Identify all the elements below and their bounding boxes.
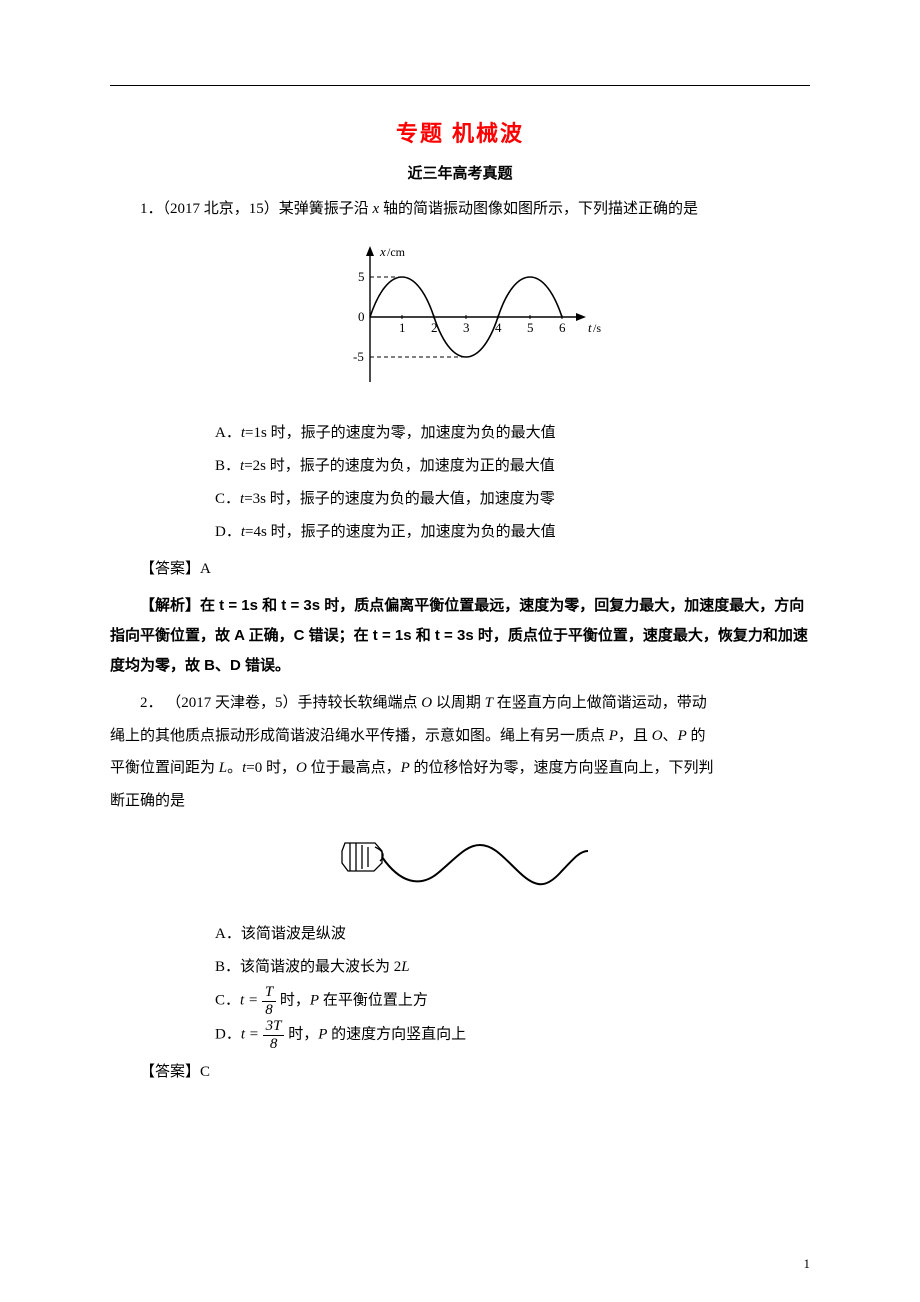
eq-sign: = (244, 992, 262, 1008)
q2-c-frac: T8 (262, 984, 276, 1018)
opt-b-pre: B． (215, 458, 240, 474)
xtick-2: 2 (431, 320, 438, 335)
x-axis-label: t (588, 320, 592, 335)
q2-c-den: 8 (262, 1002, 276, 1019)
q2-d-mid: 时， (284, 1026, 318, 1042)
q2-b-L: L (401, 959, 409, 975)
q2-c-post: 在平衡位置上方 (319, 992, 428, 1008)
q2-b-pre: B．该简谐波的最大波长为 2 (215, 959, 401, 975)
page-number: 1 (804, 1256, 811, 1272)
q2-s3-m1: 。 (227, 760, 242, 776)
q2-s3-m2: =0 时， (246, 760, 296, 776)
q2-wave-diagram (320, 823, 600, 903)
q2-s3-P: P (401, 760, 410, 776)
q2-d-num: 3T (263, 1018, 285, 1036)
document-page: 专题 机械波 近三年高考真题 1．（2017 北京，15）某弹簧振子沿 x 轴的… (0, 0, 920, 1302)
q1-option-c: C．t=3s 时，振子的速度为负的最大值，加速度为零 (110, 483, 810, 516)
opt-d-post: =4s 时，振子的速度为正，加速度为负的最大值 (245, 524, 556, 540)
eq-sign-d: = (245, 1026, 263, 1042)
q2-s1-pre: 2． （2017 天津卷，5）手持较长软绳端点 (140, 695, 421, 711)
q1-figure: x /cm t /s 5 0 -5 1 2 3 4 5 6 (110, 232, 810, 407)
opt-a-post: =1s 时，振子的速度为零，加速度为负的最大值 (245, 425, 556, 441)
q2-s2: 绳上的其他质点振动形成简谐波沿绳水平传播，示意如图。绳上有另一质点 (110, 728, 609, 744)
q1-stem-pre: 1．（2017 北京，15）某弹簧振子沿 (140, 201, 373, 217)
opt-c-pre: C． (215, 491, 240, 507)
q1-stem-post: 轴的简谐振动图像如图所示，下列描述正确的是 (379, 201, 698, 217)
q2-d-frac: 3T8 (263, 1018, 285, 1052)
q2-c-pre: C． (215, 992, 240, 1008)
q2-s3-m3: 位于最高点， (307, 760, 401, 776)
top-rule (110, 85, 810, 86)
q1-chart: x /cm t /s 5 0 -5 1 2 3 4 5 6 (310, 232, 610, 402)
q2-stem-line4: 断正确的是 (110, 787, 810, 816)
q2-stem-line2: 绳上的其他质点振动形成简谐波沿绳水平传播，示意如图。绳上有另一质点 P，且 O、… (110, 722, 810, 751)
q1-stem: 1．（2017 北京，15）某弹簧振子沿 x 轴的简谐振动图像如图所示，下列描述… (110, 195, 810, 224)
page-subtitle: 近三年高考真题 (110, 162, 810, 183)
opt-d-pre: D． (215, 524, 241, 540)
q2-s3-pre: 平衡位置间距为 (110, 760, 219, 776)
q2-option-c: C．t = T8 时，P 在平衡位置上方 (110, 984, 810, 1018)
q1-analysis: 【解析】在 t = 1s 和 t = 3s 时，质点偏离平衡位置最远，速度为零，… (110, 591, 810, 681)
q2-s3-post: 的位移恰好为零，速度方向竖直向上，下列判 (410, 760, 714, 776)
q1-answer: 【答案】A (110, 555, 810, 584)
y-axis-unit: /cm (387, 245, 406, 259)
q2-c-P: P (310, 992, 319, 1008)
xtick-3: 3 (463, 320, 470, 335)
ytick-0: 0 (358, 309, 365, 324)
q2-s1-O: O (421, 695, 432, 711)
q2-s2-post: 的 (687, 728, 706, 744)
x-axis-unit: /s (593, 321, 601, 335)
q2-s1-T: T (485, 695, 493, 711)
xtick-1: 1 (399, 320, 406, 335)
q2-option-d: D．t = 3T8 时，P 的速度方向竖直向上 (110, 1018, 810, 1052)
q2-stem-line1: 2． （2017 天津卷，5）手持较长软绳端点 O 以周期 T 在竖直方向上做简… (110, 689, 810, 718)
q2-figure (110, 823, 810, 908)
y-axis-label: x (379, 244, 386, 259)
opt-b-post: =2s 时，振子的速度为负，加速度为正的最大值 (244, 458, 555, 474)
q2-option-b: B．该简谐波的最大波长为 2L (110, 951, 810, 984)
xtick-5: 5 (527, 320, 534, 335)
opt-a-pre: A． (215, 425, 241, 441)
q2-c-mid: 时， (276, 992, 310, 1008)
q2-s3-O: O (296, 760, 307, 776)
ytick-5: 5 (358, 269, 365, 284)
q2-s2-m: ，且 (618, 728, 652, 744)
q2-s2-sep: 、 (663, 728, 678, 744)
q2-d-pre: D． (215, 1026, 241, 1042)
q2-s3-L: L (219, 760, 227, 776)
ytick-n5: -5 (353, 349, 364, 364)
q2-s2-P: P (609, 728, 618, 744)
q2-answer: 【答案】C (110, 1058, 810, 1087)
q1-option-a: A．t=1s 时，振子的速度为零，加速度为负的最大值 (110, 417, 810, 450)
q2-d-den: 8 (263, 1036, 285, 1053)
q2-option-a: A．该简谐波是纵波 (110, 918, 810, 951)
page-title: 专题 机械波 (110, 116, 810, 148)
opt-c-post: =3s 时，振子的速度为负的最大值，加速度为零 (244, 491, 555, 507)
q2-stem-line3: 平衡位置间距为 L。t=0 时，O 位于最高点，P 的位移恰好为零，速度方向竖直… (110, 754, 810, 783)
q2-s2-O: O (652, 728, 663, 744)
q2-s1-p1: 在竖直方向上做简谐运动，带动 (493, 695, 707, 711)
q2-c-num: T (262, 984, 276, 1002)
q2-s1-m1: 以周期 (432, 695, 485, 711)
q1-option-b: B．t=2s 时，振子的速度为负，加速度为正的最大值 (110, 450, 810, 483)
xtick-4: 4 (495, 320, 502, 335)
q2-d-post: 的速度方向竖直向上 (327, 1026, 466, 1042)
xtick-6: 6 (559, 320, 566, 335)
q2-s2-P2: P (678, 728, 687, 744)
q1-option-d: D．t=4s 时，振子的速度为正，加速度为负的最大值 (110, 516, 810, 549)
